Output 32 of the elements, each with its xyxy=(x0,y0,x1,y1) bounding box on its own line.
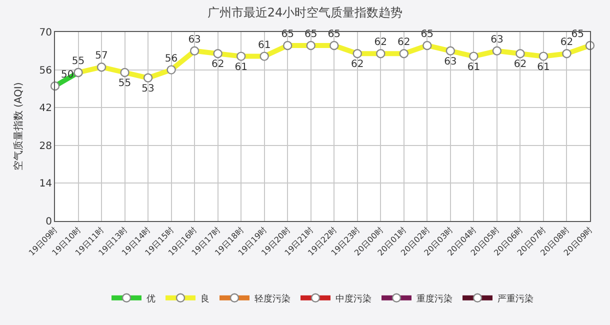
legend-label: 优 xyxy=(146,293,156,304)
data-label: 61 xyxy=(234,62,248,73)
legend-label: 中度污染 xyxy=(336,293,372,304)
legend-label: 重度污染 xyxy=(416,293,452,304)
data-label: 62 xyxy=(560,37,574,48)
legend-label: 轻度污染 xyxy=(254,293,290,304)
data-label: 63 xyxy=(490,34,504,46)
data-label: 62 xyxy=(211,59,224,70)
y-tick-label: 70 xyxy=(39,28,52,38)
data-label: 61 xyxy=(258,40,271,51)
y-tick-label: 0 xyxy=(46,216,52,228)
data-label: 62 xyxy=(374,37,388,48)
data-label: 63 xyxy=(444,56,457,68)
data-label: 57 xyxy=(95,50,108,62)
data-label: 63 xyxy=(188,34,201,46)
y-tick-label: 56 xyxy=(39,65,52,76)
data-label: 62 xyxy=(351,59,364,70)
data-label: 55 xyxy=(72,56,85,67)
y-tick-label: 14 xyxy=(39,178,52,190)
data-label: 62 xyxy=(514,59,527,70)
data-label: 62 xyxy=(398,37,410,48)
data-label: 61 xyxy=(537,62,550,73)
legend-label: 良 xyxy=(200,293,210,304)
y-tick-label: 28 xyxy=(39,140,52,152)
data-label: 53 xyxy=(142,83,154,94)
data-label: 56 xyxy=(164,53,178,64)
y-axis-title: 空气质量指数 (AQI) xyxy=(12,82,24,171)
data-label: 55 xyxy=(118,78,132,89)
chart-title: 广州市最近24小时空气质量指数趋势 xyxy=(207,6,403,20)
y-tick-label: 42 xyxy=(39,103,52,114)
legend-label: 严重污染 xyxy=(498,293,534,304)
data-label: 61 xyxy=(467,62,480,73)
